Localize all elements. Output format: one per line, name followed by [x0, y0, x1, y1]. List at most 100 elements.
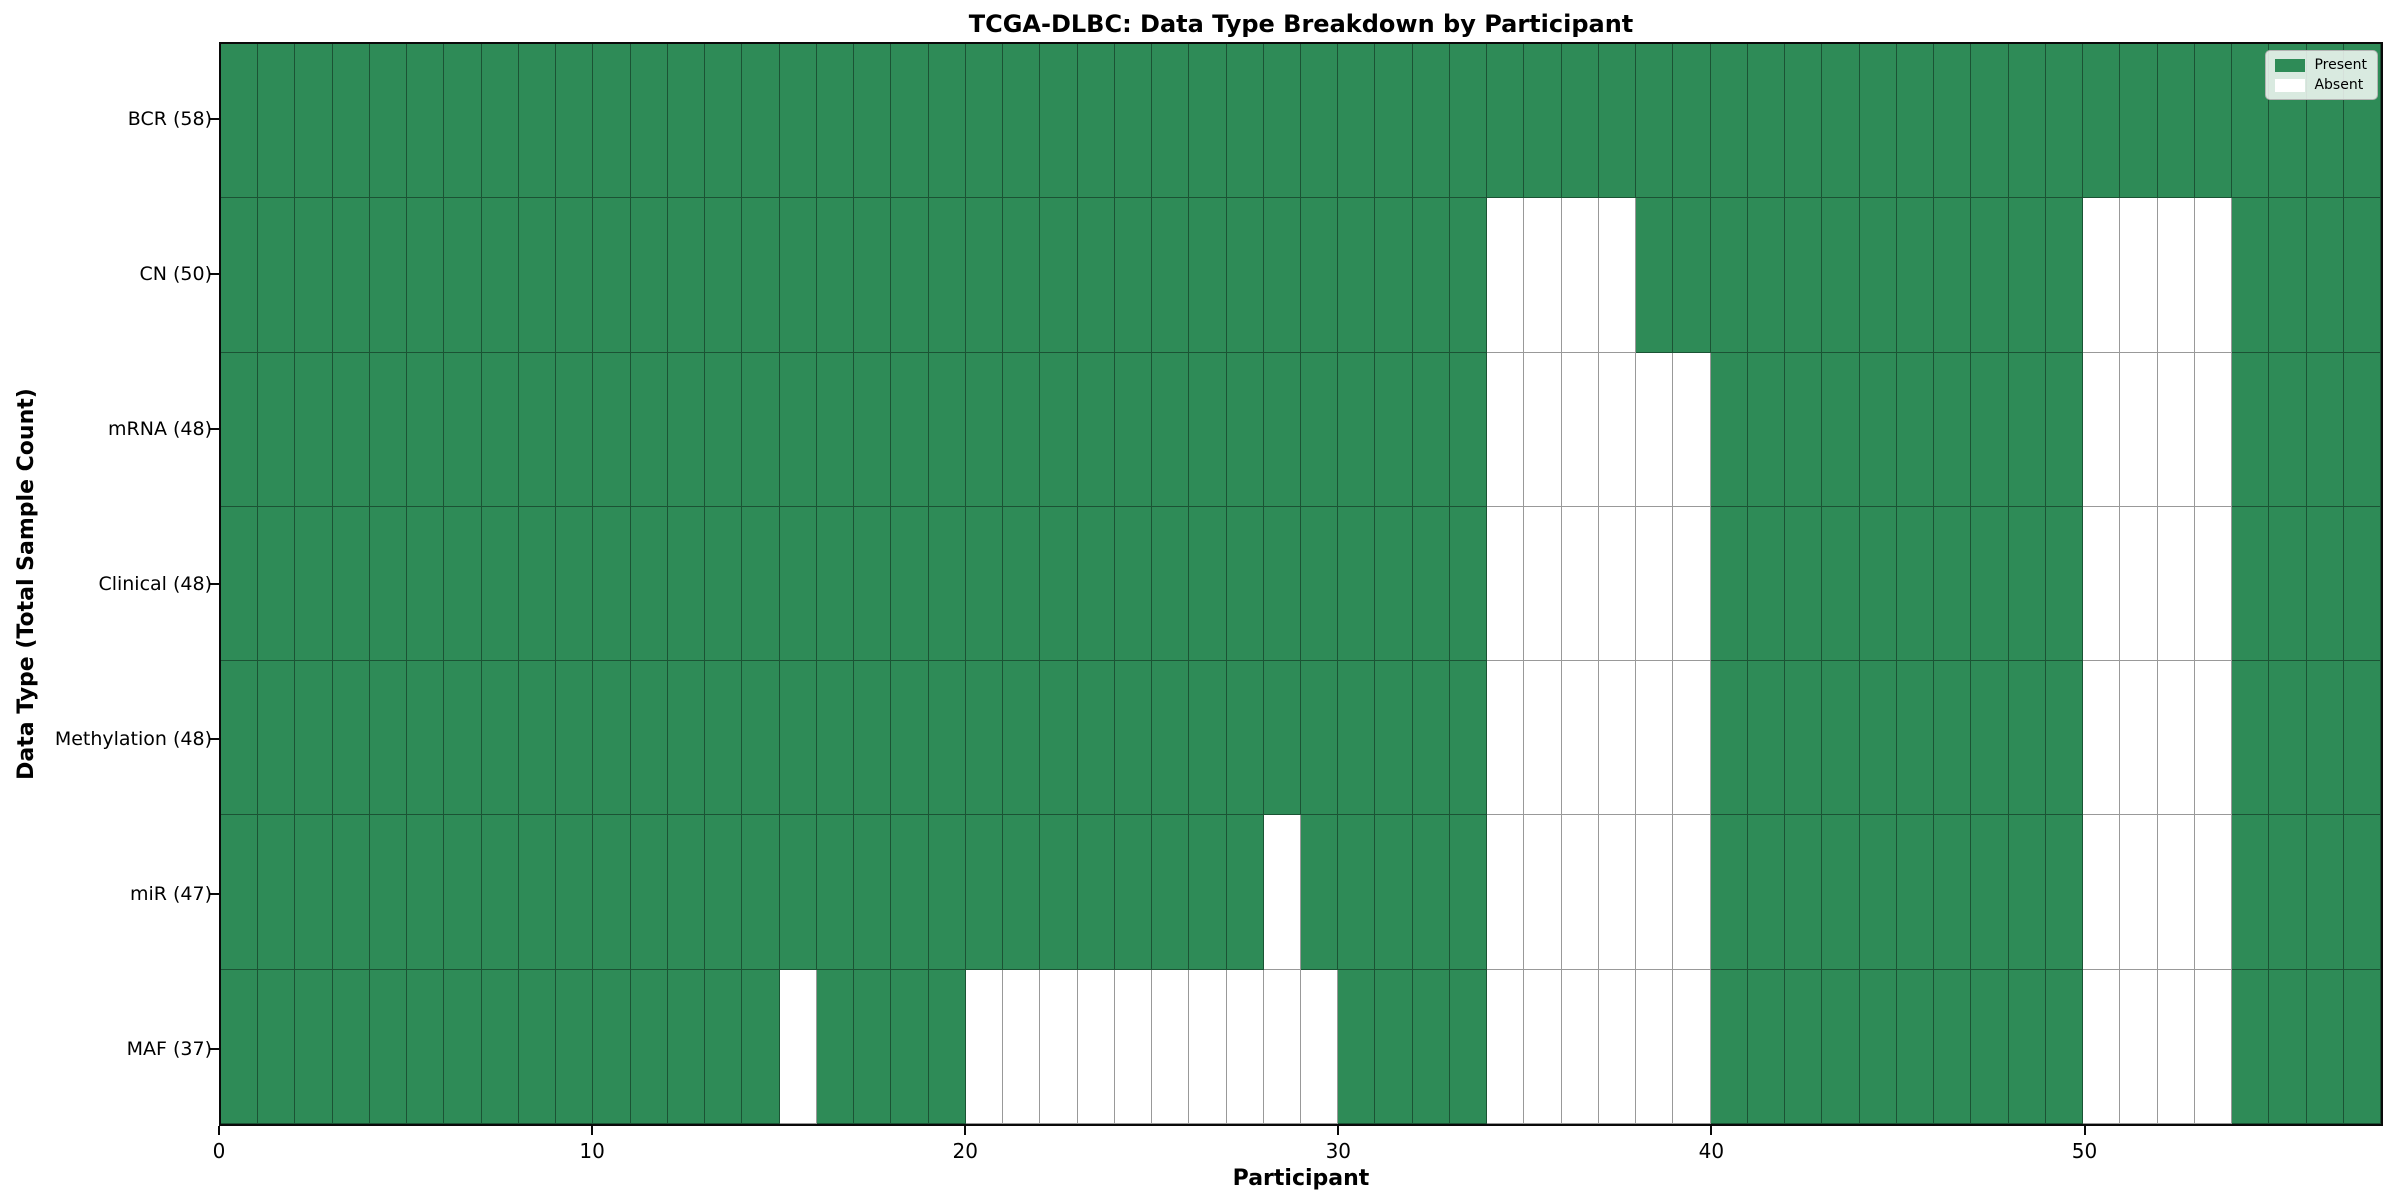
heatmap-cell	[556, 661, 594, 816]
heatmap-cell	[1263, 815, 1301, 970]
heatmap-cell	[556, 969, 594, 1124]
heatmap-cell	[518, 198, 557, 353]
heatmap-cell	[369, 661, 408, 816]
heatmap-cell	[854, 44, 892, 199]
heatmap-cell	[2232, 506, 2270, 662]
heatmap-cell	[2157, 969, 2195, 1124]
heatmap-cell	[1524, 661, 1562, 816]
heatmap-cell	[1077, 661, 1115, 816]
y-tick-label: MAF (37)	[126, 1037, 212, 1060]
heatmap-cell	[2232, 661, 2270, 816]
heatmap-cell	[369, 198, 408, 353]
heatmap-cell	[928, 969, 966, 1124]
heatmap-cell	[705, 506, 743, 662]
heatmap-cell	[928, 506, 966, 662]
heatmap-cell	[1859, 44, 1897, 199]
heatmap-cell	[221, 506, 259, 662]
heatmap-cell	[2232, 44, 2270, 199]
heatmap-cell	[1561, 44, 1599, 199]
heatmap-cell	[1114, 969, 1153, 1124]
heatmap-cell	[593, 198, 631, 353]
heatmap-cell	[556, 352, 594, 507]
heatmap-cell	[1040, 44, 1078, 199]
heatmap-cell	[1300, 815, 1339, 970]
y-tick-label: BCR (58)	[127, 108, 212, 131]
heatmap-cell	[928, 198, 966, 353]
heatmap-cell	[667, 198, 706, 353]
heatmap-cell	[1598, 815, 1637, 970]
heatmap-cell	[1114, 506, 1153, 662]
legend-label-absent: Absent	[2314, 77, 2364, 93]
x-tick-label: 40	[1698, 1139, 1725, 1163]
heatmap-cell	[1598, 969, 1637, 1124]
heatmap-cell	[1263, 661, 1301, 816]
heatmap-cell	[1747, 815, 1786, 970]
heatmap-cell	[742, 44, 780, 199]
heatmap-cell	[556, 198, 594, 353]
heatmap-cell	[2120, 44, 2158, 199]
heatmap-cell	[2083, 198, 2121, 353]
heatmap-cell	[1189, 969, 1227, 1124]
heatmap-cell	[444, 661, 482, 816]
heatmap-cell	[1152, 661, 1190, 816]
heatmap-cell	[1710, 352, 1748, 507]
heatmap-cell	[630, 815, 668, 970]
heatmap-cell	[593, 44, 631, 199]
heatmap-cell	[332, 198, 370, 353]
y-axis-label-text: Data Type (Total Sample Count)	[14, 388, 39, 780]
heatmap-cell	[2306, 352, 2344, 507]
heatmap-cell	[2306, 506, 2344, 662]
plot-area: Present Absent	[219, 42, 2383, 1126]
y-tick-label: mRNA (48)	[108, 418, 212, 441]
heatmap-cell	[742, 815, 780, 970]
heatmap-cell	[1710, 815, 1748, 970]
heatmap-cell	[1449, 506, 1488, 662]
heatmap-cell	[891, 969, 929, 1124]
heatmap-cell	[1449, 969, 1488, 1124]
y-tick-label: Methylation (48)	[54, 727, 212, 750]
heatmap-cell	[1598, 661, 1637, 816]
heatmap-cell	[1785, 969, 1823, 1124]
heatmap-cell	[332, 815, 370, 970]
heatmap-row-mrna	[221, 352, 2381, 507]
heatmap-cell	[1263, 198, 1301, 353]
heatmap-cell	[630, 44, 668, 199]
heatmap-cell	[779, 969, 817, 1124]
heatmap-cell	[816, 506, 855, 662]
heatmap-cell	[2343, 506, 2381, 662]
heatmap-cell	[1896, 198, 1935, 353]
heatmap-cell	[295, 352, 333, 507]
heatmap-cell	[1896, 815, 1935, 970]
heatmap-cell	[1636, 969, 1674, 1124]
heatmap-cell	[667, 44, 706, 199]
heatmap-cell	[1189, 44, 1227, 199]
heatmap-cell	[1077, 352, 1115, 507]
heatmap-cell	[1561, 815, 1599, 970]
heatmap-cell	[1896, 506, 1935, 662]
heatmap-cell	[705, 661, 743, 816]
heatmap-cell	[2157, 44, 2195, 199]
heatmap-cell	[1859, 815, 1897, 970]
heatmap-cell	[1636, 506, 1674, 662]
heatmap-cell	[221, 44, 259, 199]
heatmap-cell	[1412, 506, 1450, 662]
heatmap-cell	[1785, 506, 1823, 662]
heatmap-cell	[2008, 44, 2046, 199]
heatmap-cell	[1077, 969, 1115, 1124]
heatmap-cell	[593, 969, 631, 1124]
heatmap-cell	[1710, 198, 1748, 353]
heatmap-cell	[221, 352, 259, 507]
heatmap-cell	[667, 815, 706, 970]
heatmap-cell	[630, 506, 668, 662]
heatmap-cell	[1971, 506, 2009, 662]
heatmap-cell	[667, 969, 706, 1124]
heatmap-cell	[1077, 815, 1115, 970]
heatmap-cell	[481, 969, 519, 1124]
heatmap-cell	[1338, 352, 1376, 507]
y-tick-label: Clinical (48)	[98, 573, 212, 595]
heatmap-cell	[1077, 44, 1115, 199]
heatmap-cell	[1226, 506, 1264, 662]
heatmap-cell	[1636, 815, 1674, 970]
heatmap-cell	[481, 815, 519, 970]
legend-label-present: Present	[2314, 57, 2367, 73]
